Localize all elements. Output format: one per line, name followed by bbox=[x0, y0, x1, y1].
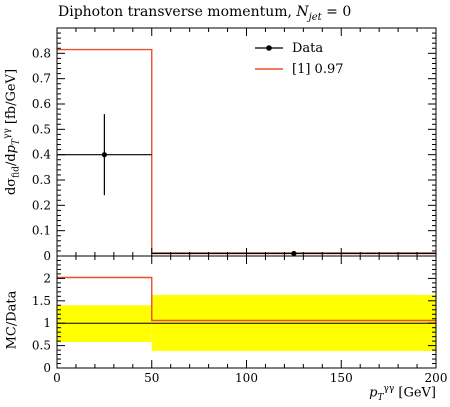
xtick-label: 50 bbox=[144, 371, 159, 385]
ratio-ytick-label: 2 bbox=[43, 271, 51, 285]
ratio-ytick-label: 1.5 bbox=[32, 294, 51, 308]
x-axis-label: pTγγ [GeV] bbox=[369, 384, 436, 403]
title-text: Diphoton transverse momentum, bbox=[58, 4, 297, 20]
data-point-1 bbox=[291, 250, 297, 257]
main-ytick-label: 0.6 bbox=[32, 97, 51, 111]
main-ytick-label: 0.3 bbox=[32, 173, 51, 187]
chart-title: Diphoton transverse momentum, Njet = 0 bbox=[58, 4, 351, 23]
legend: Data [1] 0.97 bbox=[255, 41, 344, 77]
legend-data-label: Data bbox=[292, 41, 323, 56]
title-njet: Njet bbox=[296, 4, 322, 23]
main-ytick-label: 0.5 bbox=[32, 122, 51, 136]
main-ytick-label: 0 bbox=[43, 249, 51, 263]
xtick-label: 200 bbox=[425, 371, 448, 385]
xtick-label: 100 bbox=[235, 371, 258, 385]
main-ytick-label: 0.2 bbox=[32, 198, 51, 212]
data-point-0 bbox=[101, 152, 107, 158]
main-model-histogram bbox=[57, 48, 436, 254]
main-ytick-label: 0.1 bbox=[32, 224, 51, 238]
xtick-label: 0 bbox=[53, 371, 61, 385]
title-eq: = 0 bbox=[321, 4, 352, 20]
main-frame bbox=[56, 27, 437, 257]
x-ticks: 0 50 100 150 200 bbox=[53, 28, 447, 385]
main-ytick-label: 0.8 bbox=[32, 46, 51, 60]
ratio-ytick-label: 1 bbox=[43, 316, 51, 330]
main-ytick-label: 0.4 bbox=[32, 148, 51, 162]
ratio-model-histogram bbox=[57, 276, 436, 322]
ratio-ytick-label: 0.5 bbox=[32, 339, 51, 353]
legend-data-marker bbox=[266, 45, 272, 51]
ratio-panel: 0 0.5 1 1.5 2 bbox=[32, 255, 437, 375]
legend-model-label: [1] 0.97 bbox=[292, 62, 344, 77]
ratio-ytick-label: 0 bbox=[43, 361, 51, 375]
main-panel: 0 0.1 0.2 0.3 0.4 0.5 0.6 0.7 0.8 bbox=[32, 27, 437, 263]
main-ytick-label: 0.7 bbox=[32, 72, 51, 86]
xtick-label: 150 bbox=[330, 371, 353, 385]
